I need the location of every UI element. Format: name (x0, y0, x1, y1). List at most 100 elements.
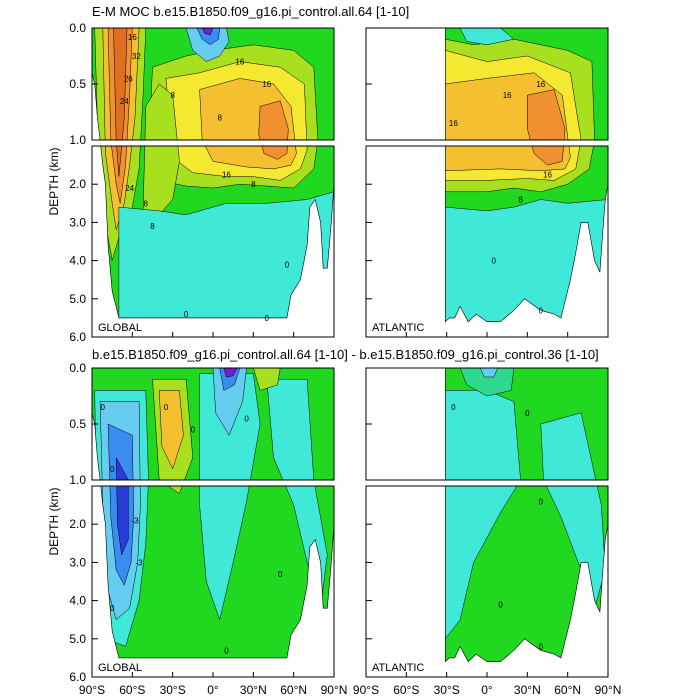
contour-band-cyan (459, 28, 515, 46)
lat-tick-label: 90°S (79, 683, 105, 697)
contour-label: 8 (150, 222, 155, 231)
contour-label: 0 (110, 465, 115, 474)
contour-label: 0 (191, 426, 196, 435)
depth-tick-label: 4.0 (69, 254, 86, 268)
subpanel-lo (92, 486, 334, 659)
contour-band-cyan (199, 486, 261, 621)
contour-band-yellow_green (252, 368, 281, 391)
depth-tick-label: 0.0 (69, 361, 86, 375)
contour-band-yellow_green (142, 83, 180, 140)
contour-label: 26 (124, 74, 133, 83)
contour-label: 16 (235, 58, 244, 67)
y-axis-title: DEPTH (km) (47, 148, 61, 216)
contour-band-blue (196, 28, 220, 46)
contour-label: 0 (164, 403, 169, 412)
contour-band-gold (158, 390, 184, 470)
depth-tick-label: 6.0 (69, 670, 86, 684)
contour-label: -3 (135, 558, 143, 567)
contour-label: 0 (539, 497, 544, 506)
lat-tick-label: 30°N (240, 683, 267, 697)
contour-label: 24 (125, 184, 134, 193)
contour-band-cyan (266, 378, 328, 480)
contour-label: 16 (543, 171, 552, 180)
contour-band-deep_blue (115, 486, 129, 556)
depth-tick-label: 2.0 (69, 517, 86, 531)
contour-band-gold (102, 146, 140, 231)
depth-tick-label: 4.0 (69, 594, 86, 608)
contour-band-dark_orange (113, 28, 128, 140)
ocean-outline (444, 146, 608, 323)
contour-band-deep_blue (115, 457, 129, 480)
contour-label: 8 (217, 114, 222, 123)
contour-band-light_blue (479, 368, 499, 378)
ocean-outline (444, 486, 608, 663)
contour-label: 16 (262, 80, 271, 89)
contour-band-orange (258, 146, 289, 160)
contour-label: 0 (101, 403, 106, 412)
lat-tick-label: 60°N (554, 683, 581, 697)
depth-tick-label: 5.0 (69, 292, 86, 306)
contour-label: 16 (449, 119, 458, 128)
contour-label: 0 (539, 306, 544, 315)
depth-tick-label: 0.5 (69, 77, 86, 91)
contour-bands (92, 28, 334, 140)
subpanel-up (444, 368, 608, 480)
contour-band-dark_orange (113, 146, 128, 177)
contour-label: -3 (131, 516, 139, 525)
contour-bands (92, 368, 334, 480)
y-axis-title: DEPTH (km) (47, 488, 61, 556)
contour-label: 8 (144, 199, 149, 208)
depth-tick-label: 6.0 (69, 330, 86, 344)
contour-label: 16 (536, 80, 545, 89)
contour-bands (445, 28, 608, 140)
lat-tick-label: 30°N (514, 683, 541, 697)
depth-tick-label: 1.0 (69, 473, 86, 487)
panel-global-top: 16 32 26 24 8 16 16 8 16 8 8 24 8 0 0 0 GLOBAL (91, 27, 335, 338)
depth-tick-label: 0.0 (69, 21, 86, 35)
contour-label: 16 (503, 91, 512, 100)
bottom-chart-title: b.e15.B1850.f09_g16.pi_control.all.64 [1… (92, 347, 599, 362)
lat-tick-label: 90°S (353, 683, 379, 697)
contour-label: 8 (518, 195, 523, 204)
contour-band-orange (107, 146, 133, 204)
contour-band-gold (199, 78, 297, 140)
contour-band-green (445, 486, 608, 662)
depth-tick-label: 2.0 (69, 177, 86, 191)
plot-layer: 16 32 26 24 8 16 16 8 16 8 8 24 8 0 0 0 GLOBAL 16 16 16 16 8 0… (47, 21, 621, 697)
contour-label: 0 (278, 570, 283, 579)
panel-atlantic-bottom: 0 0 0 0 0 ATLANTIC (365, 367, 609, 678)
contour-band-orange (258, 100, 289, 140)
contour-band-purple (223, 368, 238, 378)
depth-tick-label: 5.0 (69, 632, 86, 646)
contour-label: 0 (539, 642, 544, 651)
contour-label: 0 (285, 260, 290, 269)
subpanel-up (92, 368, 334, 480)
panel-name-label: GLOBAL (98, 322, 142, 334)
contour-label: 0 (224, 646, 229, 655)
contour-band-cyan (540, 412, 606, 480)
panel-global-bottom: 0 0 -3 -3 0 0 0 0 0 0 GLOBAL (91, 367, 335, 678)
subpanel-up (92, 28, 334, 140)
depth-tick-label: 3.0 (69, 555, 86, 569)
contour-label: 16 (128, 33, 137, 42)
contour-label: 0 (244, 414, 249, 423)
contour-label: 0 (525, 409, 530, 418)
lat-tick-label: 0° (481, 683, 493, 697)
contour-band-purple (201, 28, 214, 35)
contour-band-cyan (445, 199, 608, 322)
contour-band-cyan (445, 486, 521, 640)
contour-band-orange (527, 89, 566, 140)
contour-band-cyan (199, 373, 261, 480)
lat-tick-label: 90°N (595, 683, 622, 697)
contour-label: 32 (132, 52, 141, 61)
lat-tick-label: 60°S (119, 683, 145, 697)
contour-label: 8 (251, 180, 256, 189)
ocean-outline (100, 146, 334, 319)
top-chart-title: E-M MOC b.e15.B1850.f09_g16.pi_control.a… (92, 4, 409, 19)
contour-band-blue (219, 368, 241, 391)
contour-label: 0 (491, 257, 496, 266)
ocean-outline (100, 486, 334, 659)
contour-label: 0 (498, 600, 503, 609)
contour-band-blue (107, 423, 134, 480)
